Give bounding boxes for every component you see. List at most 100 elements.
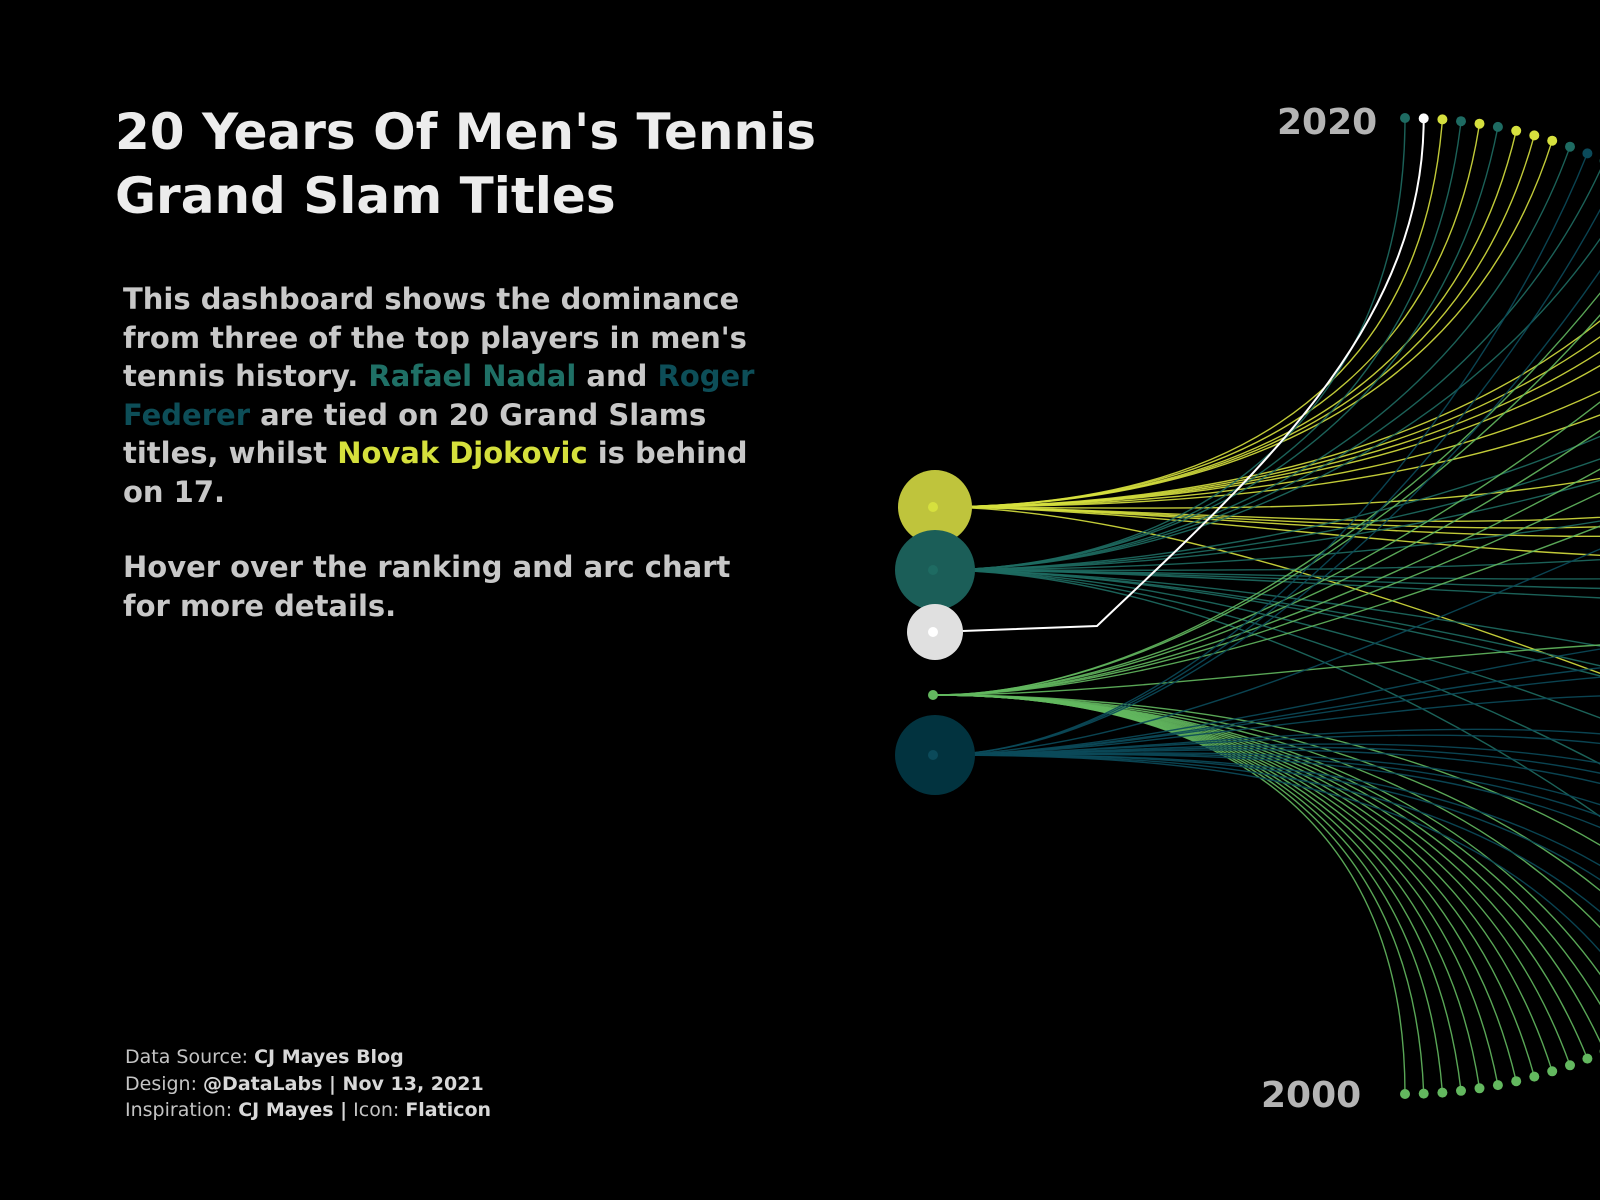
title-link-2012[interactable] (934, 477, 1600, 522)
title-link-2004[interactable] (934, 694, 1600, 994)
title-link-2013[interactable] (934, 373, 1600, 696)
title-dot-2001[interactable] (1511, 1076, 1522, 1087)
title-dot-2002[interactable] (1547, 1066, 1558, 1077)
title-link-2005[interactable] (934, 569, 1600, 944)
nadal-highlight: Rafael Nadal (368, 359, 577, 393)
title-link-2009[interactable] (934, 656, 1600, 756)
title-link-2018[interactable] (934, 135, 1535, 508)
title-line-1: 20 Years Of Men's Tennis (115, 103, 816, 161)
title-link-2020[interactable] (934, 119, 1444, 508)
title-link-2017[interactable] (934, 187, 1600, 756)
title-link-2008[interactable] (934, 506, 1600, 771)
title-dot-2018[interactable] (1529, 130, 1540, 141)
djokovic-highlight: Novak Djokovic (337, 436, 588, 470)
player-node-center-other[interactable] (928, 690, 938, 700)
label: Data Source: (125, 1046, 255, 1068)
title-link-2009[interactable] (934, 569, 1600, 699)
title-link-2012[interactable] (934, 459, 1600, 571)
title-link-2013[interactable] (934, 357, 1600, 571)
player-node-center-thiem[interactable] (928, 627, 938, 637)
title-dot-2001[interactable] (1492, 1080, 1503, 1091)
label: Inspiration: (125, 1099, 239, 1121)
title-link-2011[interactable] (934, 532, 1600, 571)
title-link-2018[interactable] (934, 153, 1589, 756)
title-link-2004[interactable] (934, 754, 1600, 983)
design-credit: @DataLabs | Nov 13, 2021 (203, 1072, 484, 1095)
title-dot-2000[interactable] (1456, 1085, 1466, 1096)
title-link-2014[interactable] (934, 310, 1600, 508)
title-link-2013[interactable] (934, 390, 1600, 571)
title-dot-2020[interactable] (1418, 113, 1429, 124)
player-node-center-nadal[interactable] (928, 565, 938, 575)
title-dot-2000[interactable] (1400, 1089, 1410, 1099)
title-dot-2001[interactable] (1529, 1071, 1540, 1082)
description-text: and (576, 359, 658, 393)
title-link-2008[interactable] (934, 569, 1600, 735)
year-label-start: 2000 (1261, 1075, 1361, 1116)
title-link-2019[interactable] (934, 130, 1517, 508)
title-link-2006[interactable] (934, 752, 1600, 902)
title-link-2010[interactable] (934, 624, 1600, 756)
title-dot-2002[interactable] (1582, 1053, 1593, 1064)
title-dot-2018[interactable] (1565, 141, 1575, 152)
title-dot-2001[interactable] (1474, 1083, 1485, 1094)
title-dot-2018[interactable] (1582, 148, 1593, 159)
title-link-2016[interactable] (934, 218, 1600, 508)
label: Design: (125, 1072, 204, 1095)
title-dot-2000[interactable] (1437, 1087, 1448, 1098)
title-link-2013[interactable] (934, 406, 1600, 509)
player-node-center-djokovic[interactable] (928, 502, 938, 512)
title-link-2020[interactable] (934, 117, 1406, 571)
title-link-2015[interactable] (934, 268, 1600, 696)
title-link-2006[interactable] (934, 749, 1600, 872)
title-link-2009[interactable] (934, 639, 1600, 696)
federer-highlight: Roger Federer (123, 359, 755, 432)
description-text: This dashboard shows the dominance from … (123, 282, 747, 393)
inspiration-line: Inspiration: CJ Mayes | Icon: Flaticon (125, 1097, 491, 1124)
title-link-2004[interactable] (934, 754, 1600, 1005)
title-dot-2002[interactable] (1565, 1060, 1575, 1071)
title-link-2012[interactable] (934, 441, 1600, 756)
title-link-2014[interactable] (934, 341, 1600, 696)
title-link-2007[interactable] (934, 743, 1600, 839)
title-link-2005[interactable] (934, 753, 1600, 930)
title-link-2018[interactable] (934, 140, 1553, 508)
title-dots (1400, 113, 1600, 1099)
description-text: are tied on 20 Grand Slams titles, whils… (123, 397, 707, 471)
title-link-2006[interactable] (934, 569, 1600, 887)
title-dot-2019[interactable] (1456, 116, 1466, 127)
title-link-2011[interactable] (934, 506, 1600, 559)
title-line-2: Grand Slam Titles (115, 167, 616, 225)
title-link-2007[interactable] (934, 569, 1600, 823)
title-dot-2019[interactable] (1474, 118, 1485, 129)
title-dot-2020[interactable] (1437, 114, 1448, 125)
title-link-2016[interactable] (934, 230, 1600, 508)
title-link-2002[interactable] (934, 694, 1600, 1051)
title-dot-2000[interactable] (1418, 1088, 1429, 1099)
title-dot-2019[interactable] (1511, 125, 1522, 136)
title-link-2007[interactable] (934, 728, 1600, 788)
title-link-2012[interactable] (934, 424, 1600, 696)
page-title: 20 Years Of Men's Tennis Grand Slam Titl… (115, 100, 875, 228)
title-dot-2019[interactable] (1492, 121, 1503, 132)
title-link-2008[interactable] (934, 695, 1600, 756)
label: Icon: (347, 1099, 406, 1121)
data-source: CJ Mayes Blog (254, 1046, 404, 1068)
title-link-2005[interactable] (934, 753, 1600, 917)
title-link-2020[interactable] (934, 118, 1425, 633)
year-label-end: 2020 (1277, 102, 1377, 143)
player-node-center-federer[interactable] (928, 750, 938, 760)
title-link-2004[interactable] (934, 754, 1600, 970)
title-dot-2020[interactable] (1400, 113, 1410, 123)
title-dot-2018[interactable] (1547, 135, 1558, 146)
title-link-2010[interactable] (934, 569, 1600, 580)
title-link-2005[interactable] (934, 694, 1600, 958)
title-link-2017[interactable] (934, 177, 1600, 571)
inspiration-credit: CJ Mayes | (238, 1099, 348, 1121)
title-link-2003[interactable] (934, 694, 1600, 1016)
description-paragraph: This dashboard shows the dominance from … (123, 280, 783, 511)
title-link-2016[interactable] (934, 196, 1600, 696)
title-link-2015[interactable] (934, 254, 1600, 508)
arc-links (934, 117, 1600, 1095)
